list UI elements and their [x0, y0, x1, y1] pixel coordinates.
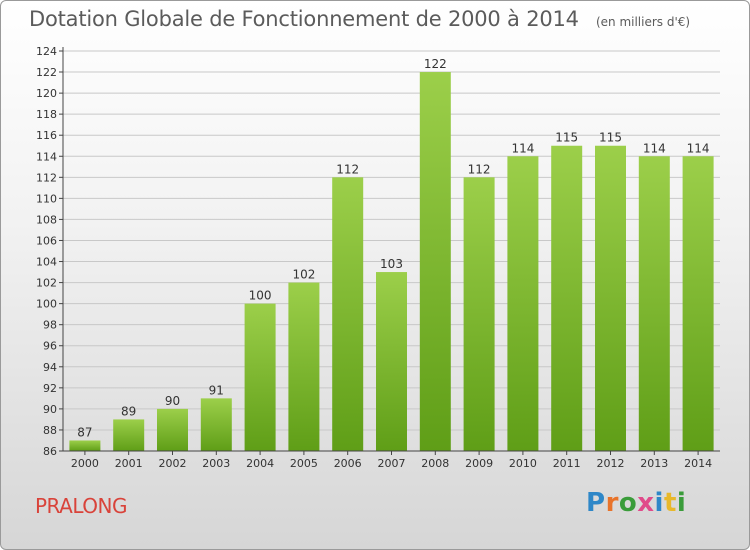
y-tick-label: 110: [36, 192, 57, 205]
x-tick-label: 2010: [509, 457, 537, 470]
x-tick-label: 2006: [334, 457, 362, 470]
bar-value-label: 114: [511, 141, 534, 155]
x-tick-label: 2002: [159, 457, 187, 470]
bar-value-label: 100: [249, 289, 272, 303]
bar: [595, 145, 626, 451]
bar-value-label: 89: [121, 404, 136, 418]
x-tick-label: 2005: [290, 457, 318, 470]
logo-letter: r: [605, 488, 619, 518]
bar-value-label: 115: [599, 131, 622, 145]
y-tick-label: 122: [36, 66, 57, 79]
y-tick-label: 112: [36, 171, 57, 184]
bar: [157, 408, 188, 451]
bar-value-label: 122: [424, 57, 447, 71]
logo-letter: i: [654, 488, 664, 518]
chart-title: Dotation Globale de Fonctionnement de 20…: [29, 7, 579, 31]
x-tick-label: 2003: [202, 457, 230, 470]
y-tick-label: 94: [43, 361, 57, 374]
place-name: PRALONG: [35, 494, 127, 518]
y-tick-label: 120: [36, 87, 57, 100]
logo-letter: t: [663, 488, 677, 518]
y-tick-label: 90: [43, 403, 57, 416]
y-tick-label: 96: [43, 340, 57, 353]
bar: [376, 272, 407, 451]
y-tick-label: 86: [43, 445, 57, 458]
x-tick-label: 2001: [115, 457, 143, 470]
bar: [551, 145, 583, 451]
bar: [682, 156, 714, 451]
logo-letter: P: [586, 488, 606, 518]
y-tick-label: 98: [43, 319, 57, 332]
bar: [288, 282, 320, 451]
proxiti-logo: Proxiti: [586, 488, 686, 518]
bar: [244, 303, 276, 451]
x-tick-label: 2008: [421, 457, 449, 470]
logo-letter: i: [676, 488, 687, 518]
x-tick-label: 2007: [378, 457, 406, 470]
x-tick-label: 2004: [246, 457, 274, 470]
y-tick-label: 92: [43, 382, 57, 395]
x-tick-label: 2014: [684, 457, 712, 470]
y-tick-label: 106: [36, 234, 57, 247]
x-tick-label: 2000: [71, 457, 99, 470]
y-tick-label: 118: [36, 108, 57, 121]
bar-value-label: 114: [643, 141, 666, 155]
bar: [200, 398, 232, 451]
y-tick-label: 100: [36, 298, 57, 311]
bar: [463, 177, 495, 451]
bar-value-label: 112: [336, 162, 359, 176]
x-tick-label: 2011: [553, 457, 581, 470]
bar-value-label: 115: [555, 131, 578, 145]
y-tick-label: 88: [43, 424, 57, 437]
y-tick-label: 108: [36, 213, 57, 226]
bar: [69, 440, 101, 451]
logo-letter: o: [618, 488, 638, 518]
y-tick-label: 124: [36, 45, 57, 58]
bar: [638, 156, 670, 451]
bar: [113, 419, 145, 451]
x-tick-label: 2012: [597, 457, 625, 470]
bar: [332, 177, 364, 451]
bar: [507, 156, 539, 451]
y-tick-label: 116: [36, 129, 57, 142]
y-tick-label: 104: [36, 256, 57, 269]
chart-unit: (en milliers d'€): [595, 15, 691, 29]
bar-value-label: 112: [468, 162, 491, 176]
x-tick-label: 2009: [465, 457, 493, 470]
bar: [419, 72, 451, 451]
logo-letter: x: [637, 488, 655, 518]
bar-value-label: 91: [209, 383, 224, 397]
bar-value-label: 103: [380, 257, 403, 271]
bar-value-label: 87: [77, 425, 92, 439]
bar-value-label: 90: [165, 394, 180, 408]
x-tick-label: 2013: [640, 457, 668, 470]
bar-value-label: 102: [292, 268, 315, 282]
y-tick-label: 114: [36, 150, 57, 163]
bar-value-label: 114: [687, 141, 710, 155]
title-row: Dotation Globale de Fonctionnement de 20…: [29, 7, 690, 31]
y-tick-label: 102: [36, 277, 57, 290]
